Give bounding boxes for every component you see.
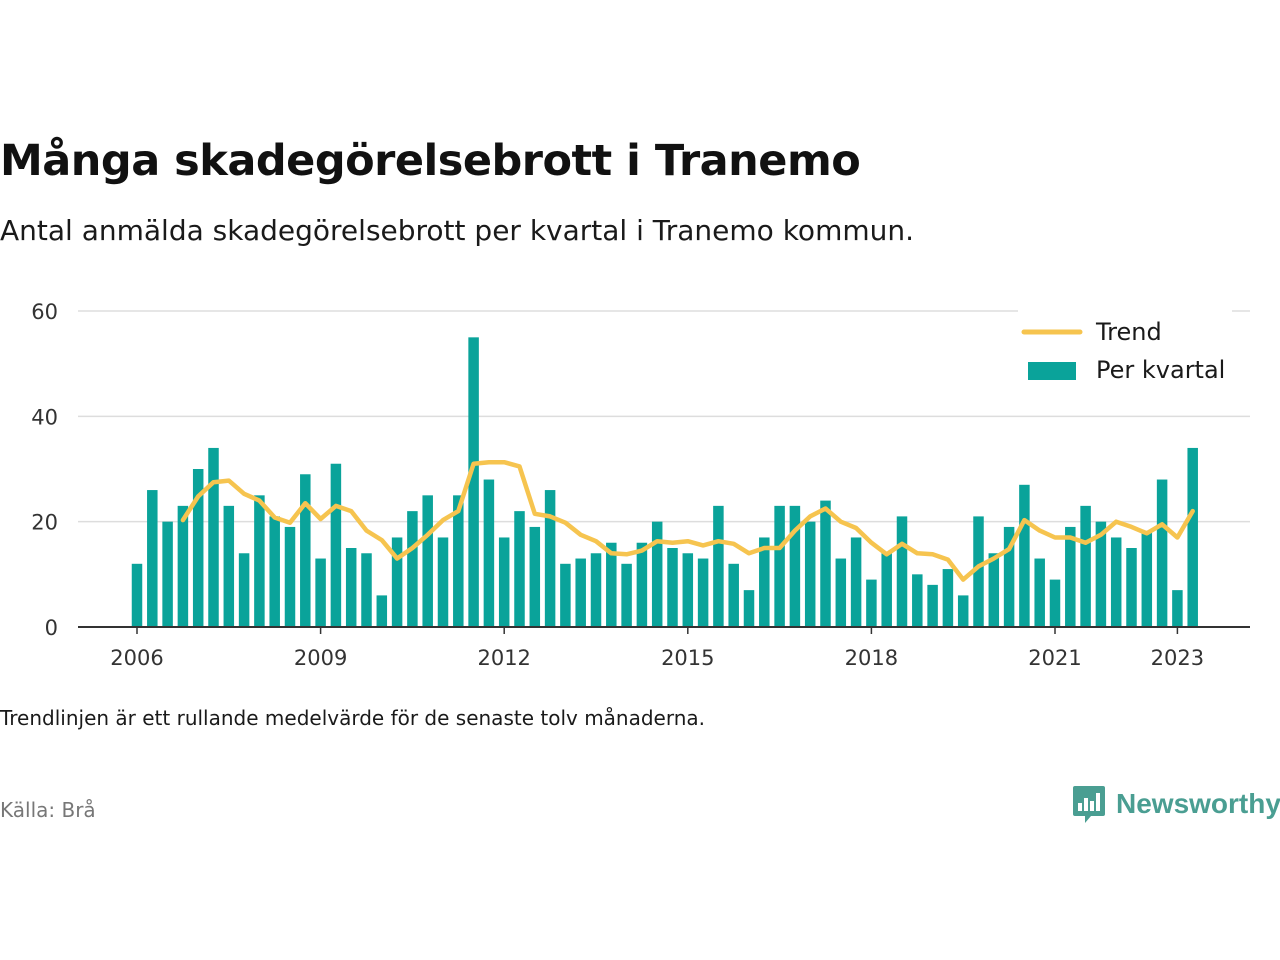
bar <box>529 526 541 627</box>
y-tick-label: 20 <box>31 511 58 535</box>
bar <box>131 563 143 627</box>
bar <box>300 474 311 627</box>
y-tick-label: 60 <box>31 300 58 324</box>
bar <box>942 569 954 627</box>
bar <box>1110 537 1122 627</box>
bar <box>1003 526 1015 627</box>
bar <box>223 505 235 627</box>
bar <box>437 537 449 627</box>
bar <box>422 495 433 627</box>
bar <box>866 579 877 627</box>
bar <box>804 521 816 627</box>
y-axis-ticks: 0 20 40 60 <box>31 300 58 640</box>
x-tick-label: 2021 <box>1028 646 1081 670</box>
bar <box>208 447 219 627</box>
bar <box>376 595 388 627</box>
bar <box>345 548 357 627</box>
bar <box>789 505 801 627</box>
bar <box>361 553 372 627</box>
chart-plot: 0 20 40 60 2006 2009 2012 2015 2018 2021 2023 Tre… <box>31 300 1250 670</box>
legend-bar-swatch <box>1028 362 1076 380</box>
bar <box>728 563 739 627</box>
y-tick-label: 0 <box>45 616 58 640</box>
bar <box>651 521 663 627</box>
bar <box>575 558 586 627</box>
bar <box>162 521 173 627</box>
bar <box>269 516 280 627</box>
bar <box>284 526 296 627</box>
bar <box>1141 532 1153 627</box>
x-tick-label: 2009 <box>294 646 347 670</box>
legend-trend-label: Trend <box>1095 318 1162 346</box>
bar <box>973 516 984 627</box>
bar <box>1049 579 1061 627</box>
bar <box>667 548 678 627</box>
bar <box>682 553 694 627</box>
bar <box>697 558 709 627</box>
brand-name: Newsworthy <box>1116 788 1280 819</box>
x-tick-label: 2015 <box>661 646 714 670</box>
bar <box>544 490 556 627</box>
bar <box>560 563 571 627</box>
bar <box>1065 526 1076 627</box>
chart-title: Många skadegörelsebrott i Tranemo <box>0 136 861 186</box>
bar <box>957 595 969 627</box>
legend-bar-label: Per kvartal <box>1096 356 1225 384</box>
x-tick-label: 2006 <box>110 646 163 670</box>
trend-note: Trendlinjen är ett rullande medelvärde f… <box>0 706 706 730</box>
bar <box>1156 479 1168 627</box>
x-tick-label: 2023 <box>1151 646 1204 670</box>
bar <box>743 590 755 627</box>
bar <box>453 495 464 627</box>
bar <box>407 511 418 627</box>
bar <box>177 505 189 627</box>
bar <box>1095 521 1107 627</box>
bar <box>315 558 326 627</box>
bar <box>606 542 617 627</box>
bar <box>988 553 1000 627</box>
bar <box>636 542 648 627</box>
bar-series <box>131 337 1198 627</box>
bar <box>254 495 265 627</box>
bar <box>621 563 632 627</box>
bar <box>483 479 495 627</box>
bar-chart-speech-bubble-icon <box>1073 786 1105 823</box>
bar <box>1172 590 1183 627</box>
bar <box>1126 548 1137 627</box>
bar <box>590 553 602 627</box>
bar <box>896 516 908 627</box>
bar <box>468 337 479 627</box>
x-axis-ticks: 2006 2009 2012 2015 2018 2021 2023 <box>110 627 1204 670</box>
bar <box>192 469 204 627</box>
source-text: Källa: Brå <box>0 798 96 822</box>
y-tick-label: 40 <box>31 405 58 429</box>
x-tick-label: 2018 <box>845 646 898 670</box>
legend: Trend Per kvartal <box>1018 308 1232 398</box>
bar <box>498 537 510 627</box>
bar <box>835 558 847 627</box>
bar <box>1187 447 1198 627</box>
x-tick-label: 2012 <box>477 646 530 670</box>
bar <box>1080 505 1091 627</box>
bar <box>820 500 831 627</box>
bar <box>927 584 938 627</box>
bar <box>759 537 770 627</box>
bar <box>1019 484 1030 627</box>
bar <box>881 553 892 627</box>
bar <box>1034 558 1045 627</box>
bar <box>850 537 862 627</box>
trend-line <box>180 459 1195 582</box>
bar <box>330 463 342 627</box>
bar <box>912 574 923 627</box>
bar <box>713 505 724 627</box>
brand-logo[interactable]: Newsworthy <box>1072 784 1280 824</box>
bar <box>238 553 250 627</box>
bar <box>391 537 403 627</box>
bar <box>147 490 158 627</box>
bar <box>514 511 525 627</box>
chart-subtitle: Antal anmälda skadegörelsebrott per kvar… <box>0 214 915 247</box>
bar <box>774 505 785 627</box>
